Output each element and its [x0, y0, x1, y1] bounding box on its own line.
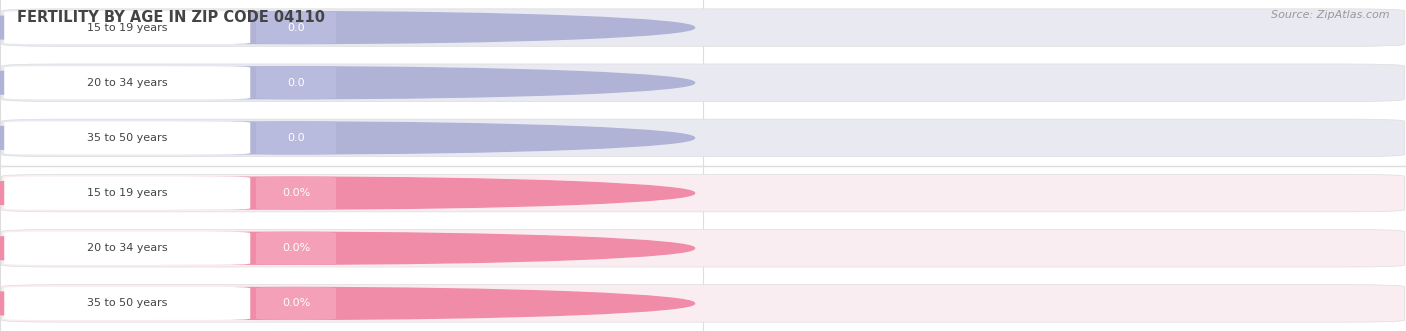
- Text: 35 to 50 years: 35 to 50 years: [87, 133, 167, 143]
- FancyBboxPatch shape: [256, 176, 336, 210]
- Text: 15 to 19 years: 15 to 19 years: [87, 23, 167, 32]
- FancyBboxPatch shape: [1, 9, 1405, 46]
- FancyBboxPatch shape: [1, 285, 1405, 322]
- FancyBboxPatch shape: [4, 287, 250, 320]
- Text: 0.0%: 0.0%: [281, 188, 311, 198]
- Text: 0.0%: 0.0%: [281, 299, 311, 308]
- Text: 0.0%: 0.0%: [281, 243, 311, 253]
- Text: Source: ZipAtlas.com: Source: ZipAtlas.com: [1271, 10, 1389, 20]
- FancyBboxPatch shape: [1, 64, 1405, 102]
- FancyBboxPatch shape: [256, 287, 336, 320]
- Text: 20 to 34 years: 20 to 34 years: [87, 243, 167, 253]
- Text: 0.0: 0.0: [287, 23, 305, 32]
- Text: 35 to 50 years: 35 to 50 years: [87, 299, 167, 308]
- Text: 0.0: 0.0: [287, 133, 305, 143]
- Circle shape: [0, 177, 695, 209]
- FancyBboxPatch shape: [4, 66, 250, 99]
- FancyBboxPatch shape: [1, 229, 1405, 267]
- FancyBboxPatch shape: [256, 11, 336, 44]
- Circle shape: [0, 232, 695, 264]
- Circle shape: [0, 287, 695, 319]
- Circle shape: [0, 67, 695, 99]
- Text: 20 to 34 years: 20 to 34 years: [87, 78, 167, 88]
- Text: FERTILITY BY AGE IN ZIP CODE 04110: FERTILITY BY AGE IN ZIP CODE 04110: [17, 10, 325, 25]
- FancyBboxPatch shape: [4, 121, 250, 155]
- FancyBboxPatch shape: [1, 174, 1405, 212]
- Circle shape: [0, 12, 695, 43]
- Circle shape: [0, 122, 695, 154]
- FancyBboxPatch shape: [256, 232, 336, 265]
- Text: 0.0: 0.0: [287, 78, 305, 88]
- FancyBboxPatch shape: [1, 119, 1405, 157]
- FancyBboxPatch shape: [4, 176, 250, 210]
- Text: 15 to 19 years: 15 to 19 years: [87, 188, 167, 198]
- FancyBboxPatch shape: [4, 11, 250, 44]
- FancyBboxPatch shape: [256, 66, 336, 99]
- FancyBboxPatch shape: [256, 121, 336, 155]
- FancyBboxPatch shape: [4, 232, 250, 265]
